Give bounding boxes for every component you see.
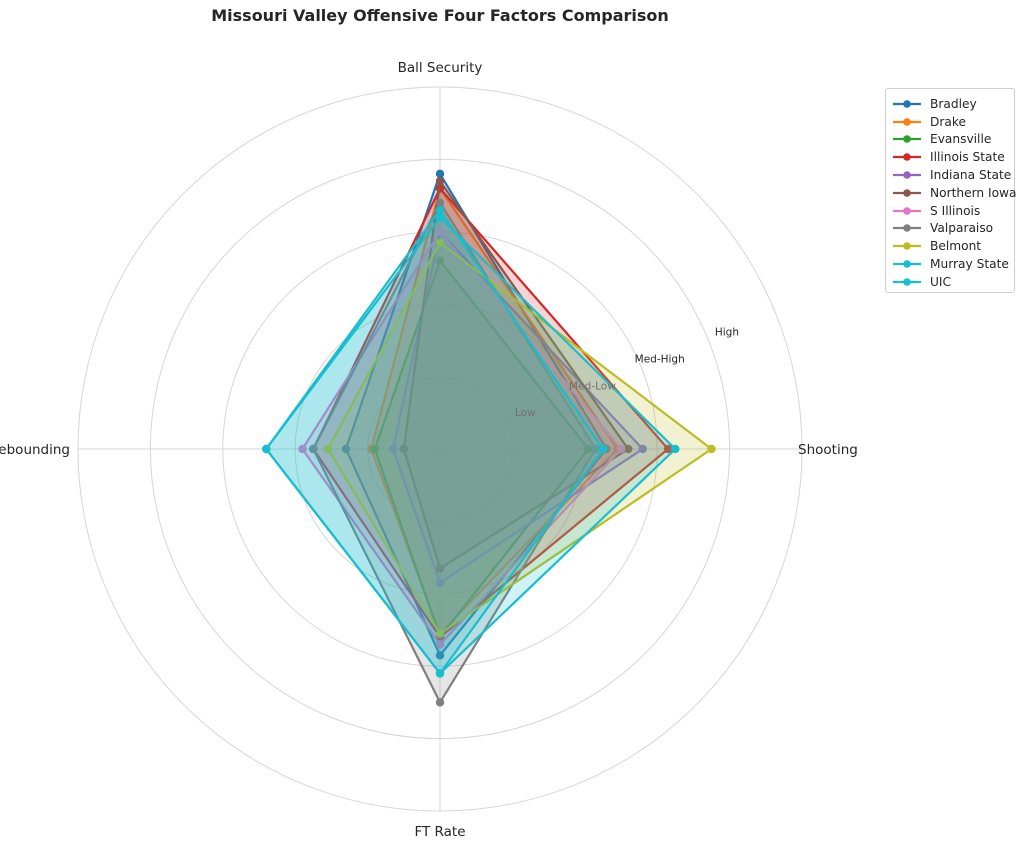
series-point-10-3 — [435, 669, 445, 678]
ring-label-2: Med-High — [635, 353, 685, 365]
series-point-8-2 — [323, 444, 332, 454]
legend-swatch-icon — [893, 278, 921, 286]
legend-item: S Illinois — [892, 202, 1008, 220]
legend-label: Evansville — [930, 132, 992, 147]
series-polygon-10 — [265, 209, 605, 675]
legend-item: Illinois State — [892, 148, 1008, 166]
legend-label: Illinois State — [930, 150, 1005, 165]
legend-swatch-icon — [893, 260, 921, 268]
series-point-5-0 — [624, 444, 633, 454]
series-point-10-0 — [598, 444, 608, 454]
series-point-9-0 — [671, 444, 680, 454]
series-point-6-3 — [435, 640, 445, 649]
series-point-7-3 — [435, 698, 445, 707]
legend-item: Drake — [892, 113, 1008, 131]
series-point-8-1 — [435, 238, 445, 247]
series-point-6-0 — [616, 444, 626, 454]
series-point-4-0 — [638, 444, 647, 454]
series-point-2-0 — [584, 444, 593, 454]
series-point-4-2 — [388, 444, 398, 454]
legend-swatch-icon — [893, 189, 921, 197]
axis-label-0: Shooting — [798, 442, 858, 458]
legend-item: Evansville — [892, 131, 1008, 149]
series-point-7-2 — [309, 444, 318, 454]
series-point-6-2 — [298, 444, 307, 454]
legend-label: UIC — [930, 274, 952, 289]
legend-swatch-icon — [893, 135, 921, 144]
radar-series — [262, 169, 716, 707]
series-point-4-3 — [435, 578, 445, 588]
series-point-10-1 — [435, 205, 445, 215]
legend-label: Valparaiso — [930, 221, 994, 236]
chart-title: Missouri Valley Offensive Four Factors C… — [211, 6, 669, 25]
legend-swatch-icon — [893, 206, 921, 215]
legend-item: Valparaiso — [892, 220, 1008, 238]
legend-item: Indiana State — [892, 166, 1012, 184]
series-point-8-3 — [435, 629, 445, 638]
series-point-9-1 — [435, 213, 445, 222]
legend-label: S Illinois — [930, 203, 981, 218]
series-point-3-0 — [663, 444, 673, 454]
series-point-5-3 — [435, 564, 445, 573]
legend-label: Bradley — [930, 96, 977, 111]
legend-label: Murray State — [930, 257, 1009, 272]
legend-item: Murray State — [892, 255, 1009, 273]
legend-swatch-icon — [893, 117, 921, 126]
legend-item: Northern Iowa — [892, 184, 1016, 202]
legend: Bradley Drake Evansville Illinois State Indi… — [885, 88, 1016, 293]
radar-labels: Shooting Ball Security Off Rebounding FT Ra… — [0, 60, 858, 840]
series-point-8-0 — [707, 444, 716, 454]
ring-label-3: High — [715, 327, 739, 339]
legend-swatch-icon — [893, 224, 921, 233]
ring-label-1: Med-Low — [569, 380, 616, 392]
series-point-7-0 — [591, 444, 600, 454]
series-point-5-1 — [435, 176, 445, 186]
legend-swatch-icon — [893, 242, 921, 251]
legend-item: Bradley — [892, 95, 1008, 113]
series-point-2-2 — [370, 444, 380, 454]
series-point-7-1 — [435, 198, 445, 208]
legend-swatch-icon — [893, 153, 921, 162]
series-point-6-1 — [435, 227, 445, 236]
series-point-5-2 — [399, 444, 408, 454]
legend-label: Northern Iowa — [930, 185, 1017, 200]
series-point-2-1 — [435, 256, 445, 265]
legend-swatch-icon — [893, 100, 921, 108]
legend-item: UIC — [892, 273, 1008, 291]
ring-label-0: Low — [515, 407, 536, 419]
axis-label-1: Ball Security — [398, 60, 483, 76]
series-point-0-3 — [435, 651, 445, 660]
series-point-0-1 — [435, 169, 445, 179]
legend-label: Indiana State — [930, 168, 1012, 183]
legend-swatch-icon — [893, 171, 921, 179]
series-point-10-2 — [262, 444, 271, 454]
legend-item: Belmont — [892, 237, 1008, 255]
series-point-0-2 — [341, 444, 351, 454]
axis-label-3: FT Rate — [414, 824, 465, 840]
legend-label: Drake — [930, 114, 966, 129]
legend-label: Belmont — [930, 239, 982, 254]
axis-label-2: Off Rebounding — [0, 442, 70, 458]
